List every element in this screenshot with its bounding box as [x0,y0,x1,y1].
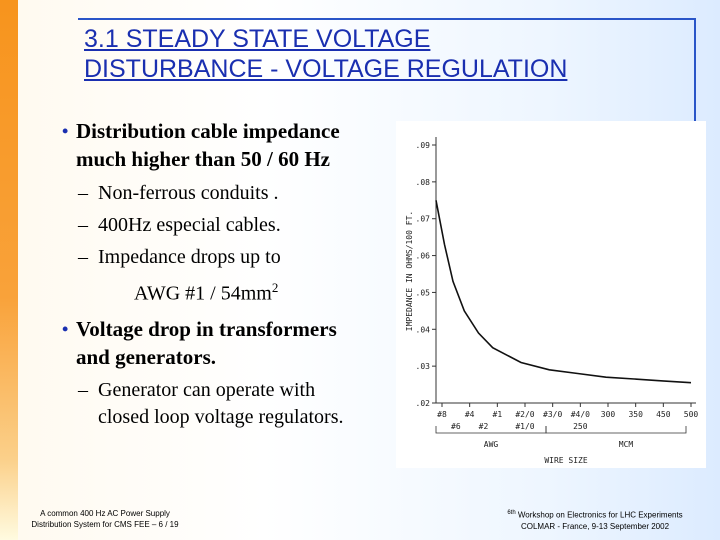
subitem-generator: – Generator can operate with closed loop… [62,377,392,431]
bullet-cable-impedance: • Distribution cable impedance much high… [62,117,392,173]
bullet-voltage-drop: • Voltage drop in transformers and gener… [62,315,392,371]
superscript: 2 [271,280,279,295]
footer-left-line-1: A common 400 Hz AC Power Supply [40,509,170,518]
slide-title: 3.1 STEADY STATE VOLTAGE DISTURBANCE - V… [84,24,684,84]
group-label-mcm: MCM [619,440,634,449]
dash-icon: – [78,214,88,236]
group-label-awg: AWG [484,440,499,449]
x-tick-label: #3/0 [543,410,562,419]
x-tick-label-lower: 250 [573,422,588,431]
x-tick-label-lower: #1/0 [515,422,534,431]
x-tick-label: #8 [437,410,447,419]
subitem-continuation: AWG #1 / 54mm2 [62,273,392,309]
bullet-2-line-2: and generators. [76,344,216,369]
y-tick-label: .02 [416,399,431,408]
bullet-2-line-1: Voltage drop in transformers [76,316,337,341]
left-accent-band [0,0,18,540]
x-tick-label: 300 [601,410,616,419]
bullet-icon: • [62,121,69,141]
dash-icon: – [78,378,88,401]
subitem-impedance-drop: – Impedance drops up to [62,241,392,273]
footer-left: A common 400 Hz AC Power Supply Distribu… [10,508,200,530]
dash-icon: – [78,246,88,268]
x-tick-label-lower: #2 [479,422,489,431]
x-tick-label: #2/0 [515,410,534,419]
dash-icon: – [78,182,88,204]
title-line-2: DISTURBANCE - VOLTAGE REGULATION [84,55,568,83]
subitem-text: 400Hz especial cables. [98,214,281,236]
x-tick-label: 350 [628,410,643,419]
x-axis-label: WIRE SIZE [544,456,588,465]
slide-body: • Distribution cable impedance much high… [62,117,392,431]
y-tick-label: .03 [416,362,431,371]
title-line-1: 3.1 STEADY STATE VOLTAGE [84,25,431,53]
bullet-icon: • [62,318,69,339]
subitem-line-1: Generator can operate with [98,378,316,401]
subitem-line-2: closed loop voltage regulators. [98,405,344,428]
footer-right-line-1: 6th Workshop on Electronics for LHC Expe… [470,508,720,521]
chart-svg: .09 .08 .07 .06 .05 .04 .03 .02 #8 #4 #1 #2/0 #3/0 #… [405,137,699,465]
subitem-text: Non-ferrous conduits . [98,182,279,204]
y-axis-label: IMPEDANCE IN OHMS/100 FT. [405,211,414,331]
subitem-conduits: – Non-ferrous conduits . [62,177,392,209]
impedance-curve [435,200,692,384]
x-tick-label: #4 [465,410,475,419]
y-tick-label: .09 [416,141,431,150]
footer-right-line-2: COLMAR - France, 9-13 September 2002 [520,521,670,531]
y-tick-label: .08 [416,178,431,187]
mcm-bracket [545,426,687,434]
impedance-chart: .09 .08 .07 .06 .05 .04 .03 .02 #8 #4 #1 #2/0 #3/0 #… [396,121,706,468]
y-tick-label: .06 [416,252,431,261]
subitem-text: Impedance drops up to [98,246,281,268]
y-tick-label: .04 [416,325,431,334]
continuation-text: AWG #1 / 54mm [134,282,272,305]
bullet-1-line-2: much higher than 50 / 60 Hz [76,147,330,171]
footer-right: 6th Workshop on Electronics for LHC Expe… [470,508,720,532]
x-tick-label: #4/0 [571,410,590,419]
footer-superscript: 6th [507,510,516,516]
x-tick-label-lower: #6 [451,422,461,431]
y-tick-label: .05 [416,288,431,297]
y-tick-label: .07 [416,215,431,224]
footer-workshop: Workshop on Electronics for LHC Experime… [515,510,683,520]
x-tick-label: 500 [684,410,699,419]
x-tick-label: 450 [656,410,671,419]
subitem-cables: – 400Hz especial cables. [62,209,392,241]
footer-left-line-2: Distribution System for CMS FEE – 6 / 19 [31,520,179,529]
x-tick-label: #1 [493,410,503,419]
bullet-1-line-1: Distribution cable impedance [76,119,340,143]
